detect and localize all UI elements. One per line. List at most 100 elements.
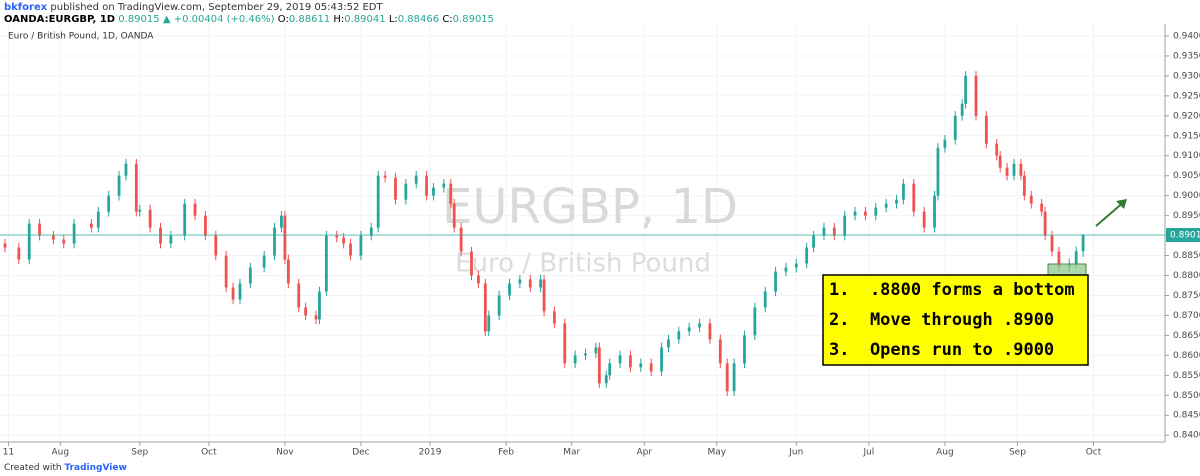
annotation-line: 3. Opens run to .9000 (829, 340, 1054, 360)
candle-body (608, 363, 612, 376)
candle-body (283, 215, 287, 260)
x-tick-label: Aug (936, 448, 954, 458)
candle-body (604, 375, 608, 384)
y-tick-label: 0.92500 (1173, 91, 1200, 101)
candle-body (912, 183, 916, 212)
candle-body (629, 355, 632, 368)
candle-body (89, 223, 93, 228)
candle-body (224, 255, 228, 288)
candle-body (138, 209, 142, 212)
candle-body (667, 339, 670, 348)
candle-body (1057, 251, 1061, 268)
candle-body (708, 323, 712, 340)
footer: Created with TradingView (4, 463, 127, 473)
chart-title: Euro / British Pound, 1D, OANDA (8, 32, 154, 42)
candle-body (573, 355, 577, 364)
x-tick-label: Apr (636, 448, 652, 458)
candle-body (314, 315, 318, 320)
candle-body (763, 291, 767, 308)
candle-body (62, 239, 66, 244)
candle-body (27, 223, 31, 260)
footer-brand: TradingView (64, 463, 126, 473)
candle-body (1012, 163, 1016, 176)
candle-body (732, 363, 736, 392)
candle-body (238, 283, 242, 300)
candle-body (204, 215, 207, 236)
candle-body (449, 183, 453, 204)
candle-body (895, 199, 898, 204)
y-tick-label: 0.90500 (1173, 171, 1200, 181)
candle-body (784, 267, 788, 272)
candle-body (922, 211, 926, 228)
x-tick-label: Oct (1086, 448, 1102, 458)
candle-body (853, 211, 857, 216)
candle-body (1005, 167, 1009, 176)
candle-body (1040, 203, 1044, 212)
last-price: 0.89015 (118, 14, 159, 25)
x-tick-label: Sep (131, 448, 148, 458)
watermark: EURGBP, 1D (442, 179, 738, 235)
y-tick-label: 0.84000 (1173, 431, 1200, 441)
candle-body (425, 175, 428, 196)
candle-body (107, 195, 111, 212)
change: ▲ +0.00404 (+0.46%) (163, 14, 275, 25)
c-value: 0.89015 (453, 14, 494, 25)
candle-body (995, 143, 999, 156)
candle-body (335, 235, 339, 238)
arrow-head (1116, 199, 1127, 209)
candle-body (452, 203, 456, 228)
candle-body (677, 331, 681, 340)
watermark-subtitle: Euro / British Pound (455, 249, 711, 279)
candle-body (528, 279, 532, 288)
candle-body (698, 323, 701, 328)
candle-body (597, 347, 601, 384)
l-value: 0.88466 (398, 14, 439, 25)
y-tick-label: 0.86500 (1173, 331, 1200, 341)
candle-body (96, 211, 100, 228)
x-tick-label: Jul (862, 448, 874, 458)
y-tick-label: 0.93500 (1173, 51, 1200, 61)
y-tick-label: 0.86000 (1173, 351, 1200, 361)
candle-body (1022, 175, 1026, 196)
candle-body (998, 155, 1002, 168)
candle-body (1029, 195, 1033, 204)
candle-body (874, 207, 878, 216)
y-tick-label: 0.85500 (1173, 371, 1200, 381)
candle-body (618, 355, 622, 364)
x-tick-label: Feb (498, 448, 514, 458)
candle-body (884, 203, 888, 208)
candle-body (3, 243, 7, 248)
candle-body (539, 279, 543, 288)
x-tick-label: Mar (563, 448, 580, 458)
candle-body (943, 139, 947, 148)
candle-body (214, 235, 218, 256)
y-tick-label: 0.92000 (1173, 111, 1200, 121)
candle-body (273, 227, 276, 256)
x-tick-label: Dec (352, 448, 369, 458)
author: bkforex (4, 2, 48, 13)
candle-body (414, 175, 418, 184)
candle-body (822, 227, 826, 236)
candle-body (72, 223, 76, 244)
candle-body (51, 235, 55, 240)
candle-body (864, 211, 867, 216)
y-tick-label: 0.87500 (1173, 291, 1200, 301)
candle-body (297, 283, 301, 308)
candle-body (718, 339, 722, 364)
candle-body (639, 363, 643, 368)
candle-body (117, 175, 121, 196)
candle-body (359, 235, 363, 256)
candle-body (134, 163, 138, 212)
candle-body (936, 147, 940, 196)
candle-body (17, 247, 21, 260)
candle-body (805, 247, 809, 264)
candle-body (432, 187, 435, 196)
candle-body (183, 203, 187, 236)
x-tick-label: May (708, 448, 727, 458)
candle-body (542, 279, 546, 312)
candle-body (376, 175, 380, 228)
candle-body (1043, 211, 1047, 236)
candle-body (318, 291, 321, 320)
candle-body (563, 323, 567, 364)
